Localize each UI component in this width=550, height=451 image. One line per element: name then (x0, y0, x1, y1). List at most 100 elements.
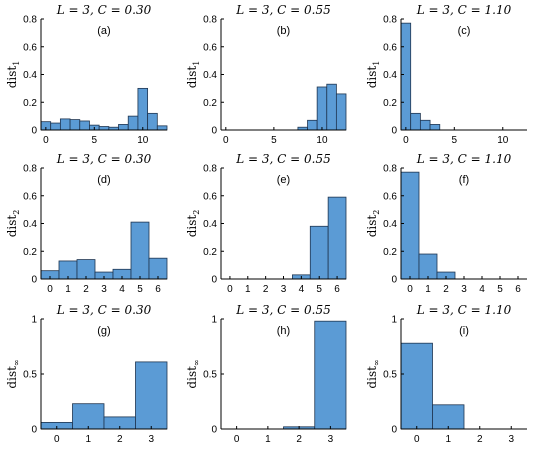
chart-panel-h: 0 0.5 1 0 1 2 3 L = 3, C = 0.55 (h) dist∞ (185, 303, 347, 445)
x-tick-label: 3 (148, 434, 154, 445)
y-tick-label: 0.6 (383, 191, 397, 202)
x-tick-label: 0 (223, 135, 229, 146)
x-tick-label: 2 (443, 284, 449, 295)
panel-label: (b) (277, 25, 290, 37)
chart-panel-c: 0 0.2 0.4 0.6 0.8 0 5 10 L = 3, C = 1.10 (c) dist1 (365, 3, 527, 146)
y-tick-label: 0 (391, 126, 397, 137)
bar (156, 125, 168, 131)
y-tick-label: 0.6 (203, 42, 217, 53)
y-tick-label: 0 (211, 425, 217, 436)
chart-title: L = 3, C = 1.10 (416, 303, 512, 317)
bar (147, 112, 158, 131)
bar (400, 342, 433, 430)
chart-panel-f: 0 0.2 0.4 0.6 0.8 0 1 2 3 4 5 6 L = 3, C = 1.10 (f) di… (365, 152, 527, 295)
bar (410, 112, 421, 131)
y-tick-label: 0.4 (23, 70, 37, 81)
chart-title: L = 3, C = 1.10 (416, 152, 512, 166)
bar (79, 120, 90, 131)
y-axis-label: dist1 (365, 61, 381, 89)
x-tick-label: 3 (281, 284, 287, 295)
y-tick-label: 0.8 (203, 15, 217, 26)
chart-title: L = 3, C = 0.30 (56, 303, 152, 317)
bar (137, 87, 149, 131)
y-tick-label: 0 (31, 275, 37, 286)
y-tick-label: 0 (211, 126, 217, 137)
bar (432, 404, 465, 430)
panel-label: (e) (277, 174, 290, 186)
chart-title: L = 3, C = 0.30 (56, 3, 152, 17)
y-axis-label: dist2 (5, 210, 21, 238)
bar (307, 119, 318, 131)
x-tick-label: 6 (515, 284, 521, 295)
x-tick-label: 5 (92, 135, 98, 146)
x-tick-label: 2 (477, 434, 483, 445)
chart-panel-i: 0 0.5 1 0 1 2 3 L = 3, C = 1.10 (i) dist∞ (365, 303, 527, 445)
y-tick-label: 0.4 (203, 70, 217, 81)
y-tick-label: 0.4 (203, 219, 217, 230)
y-tick-label: 0.4 (383, 70, 397, 81)
y-tick-label: 0.8 (383, 15, 397, 26)
x-tick-label: 0 (403, 135, 409, 146)
y-axis-label: dist2 (365, 210, 381, 238)
bar (335, 93, 347, 131)
y-tick-label: 0.2 (383, 247, 397, 258)
x-tick-label: 0 (43, 135, 49, 146)
x-tick-label: 2 (117, 434, 123, 445)
y-tick-label: 0.5 (23, 370, 37, 381)
bar (309, 225, 329, 280)
x-tick-label: 6 (155, 284, 161, 295)
x-tick-label: 3 (328, 434, 334, 445)
bar (72, 403, 105, 430)
bar (419, 119, 431, 131)
bar (59, 118, 71, 131)
y-tick-label: 0.6 (203, 191, 217, 202)
bar (98, 126, 110, 131)
bar (400, 171, 420, 280)
x-tick-label: 10 (316, 135, 328, 146)
panel-label: (i) (459, 325, 469, 337)
y-tick-label: 0.8 (23, 15, 37, 26)
y-tick-label: 0.6 (383, 42, 397, 53)
y-tick-label: 0.2 (383, 98, 397, 109)
y-tick-label: 0.8 (383, 164, 397, 175)
x-tick-label: 1 (265, 434, 271, 445)
y-axis-label: dist2 (185, 210, 201, 238)
y-tick-label: 0.5 (203, 370, 217, 381)
x-tick-label: 10 (137, 135, 149, 146)
bar (127, 115, 139, 131)
y-tick-label: 0.2 (23, 247, 37, 258)
x-tick-label: 5 (452, 135, 458, 146)
y-tick-label: 0.8 (203, 164, 217, 175)
panel-label: (d) (97, 174, 110, 186)
y-tick-label: 1 (211, 315, 217, 326)
x-tick-label: 0 (407, 284, 413, 295)
x-tick-label: 3 (101, 284, 107, 295)
bar (118, 124, 129, 131)
x-tick-label: 0 (54, 434, 60, 445)
y-tick-label: 1 (391, 315, 397, 326)
panel-label: (c) (458, 25, 471, 37)
bar (135, 361, 168, 430)
x-tick-label: 4 (299, 284, 305, 295)
x-tick-label: 2 (263, 284, 269, 295)
x-tick-label: 10 (497, 135, 509, 146)
bar (50, 122, 61, 131)
x-tick-label: 4 (479, 284, 485, 295)
x-tick-label: 3 (461, 284, 467, 295)
bar (429, 124, 441, 131)
bar (418, 253, 438, 280)
y-tick-label: 0.2 (203, 98, 217, 109)
chart-title: L = 3, C = 0.55 (235, 303, 331, 317)
bar (327, 196, 347, 280)
chart-panel-g: 0 0.5 1 0 1 2 3 L = 3, C = 0.30 (g) dist∞ (5, 303, 168, 445)
y-axis-label: dist1 (185, 61, 201, 89)
chart-title: L = 3, C = 0.55 (235, 3, 331, 17)
chart-title: L = 3, C = 1.10 (416, 3, 512, 17)
bar (314, 320, 347, 430)
y-tick-label: 0.4 (23, 219, 37, 230)
bar (316, 86, 328, 131)
chart-title: L = 3, C = 0.30 (56, 152, 152, 166)
y-tick-label: 0.6 (23, 42, 37, 53)
panel-label: (g) (97, 325, 110, 337)
